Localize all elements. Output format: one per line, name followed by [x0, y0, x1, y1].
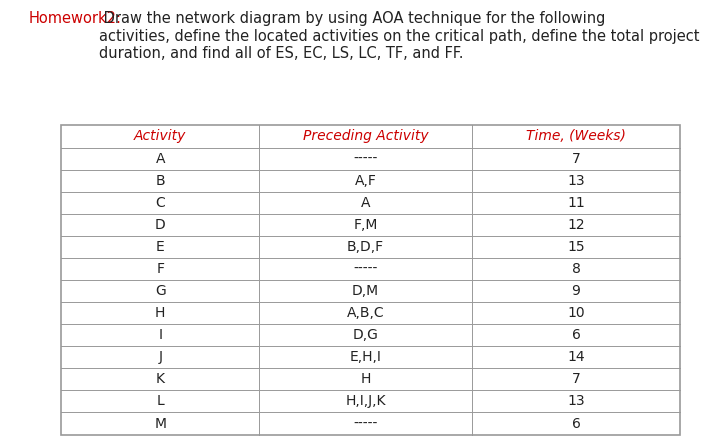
Text: C: C — [156, 196, 165, 210]
Text: -----: ----- — [354, 262, 377, 276]
Text: H: H — [155, 306, 166, 320]
Text: Time, (Weeks): Time, (Weeks) — [526, 129, 626, 143]
Text: 13: 13 — [567, 174, 585, 188]
Text: 15: 15 — [567, 240, 585, 254]
Text: D: D — [155, 218, 166, 232]
Text: 8: 8 — [572, 262, 580, 276]
Text: E,H,I: E,H,I — [349, 350, 382, 364]
Text: 6: 6 — [572, 328, 580, 342]
Text: Draw the network diagram by using AOA technique for the following
activities, de: Draw the network diagram by using AOA te… — [99, 11, 700, 61]
Text: M: M — [154, 417, 166, 431]
Text: F,M: F,M — [354, 218, 377, 232]
Text: 12: 12 — [567, 218, 585, 232]
Text: Activity: Activity — [134, 129, 186, 143]
Text: I: I — [158, 328, 162, 342]
Text: K: K — [156, 372, 165, 386]
Text: H: H — [360, 372, 371, 386]
Text: A: A — [361, 196, 370, 210]
Text: E: E — [156, 240, 165, 254]
Text: 10: 10 — [567, 306, 585, 320]
Text: D,M: D,M — [352, 284, 379, 298]
Text: H,I,J,K: H,I,J,K — [345, 394, 386, 409]
Text: D,G: D,G — [353, 328, 378, 342]
Text: Preceding Activity: Preceding Activity — [302, 129, 428, 143]
Text: 9: 9 — [572, 284, 580, 298]
Text: Homework2:: Homework2: — [29, 11, 122, 26]
Text: B: B — [156, 174, 165, 188]
Text: 7: 7 — [572, 151, 580, 166]
Text: A,B,C: A,B,C — [346, 306, 384, 320]
Text: L: L — [156, 394, 164, 409]
Text: G: G — [155, 284, 166, 298]
Text: J: J — [158, 350, 162, 364]
Text: A: A — [156, 151, 165, 166]
Text: -----: ----- — [354, 151, 377, 166]
Text: 13: 13 — [567, 394, 585, 409]
Text: F: F — [156, 262, 164, 276]
Text: A,F: A,F — [354, 174, 377, 188]
Text: 7: 7 — [572, 372, 580, 386]
Text: 14: 14 — [567, 350, 585, 364]
Text: B,D,F: B,D,F — [347, 240, 384, 254]
Text: -----: ----- — [354, 417, 377, 431]
Text: 11: 11 — [567, 196, 585, 210]
Text: 6: 6 — [572, 417, 580, 431]
